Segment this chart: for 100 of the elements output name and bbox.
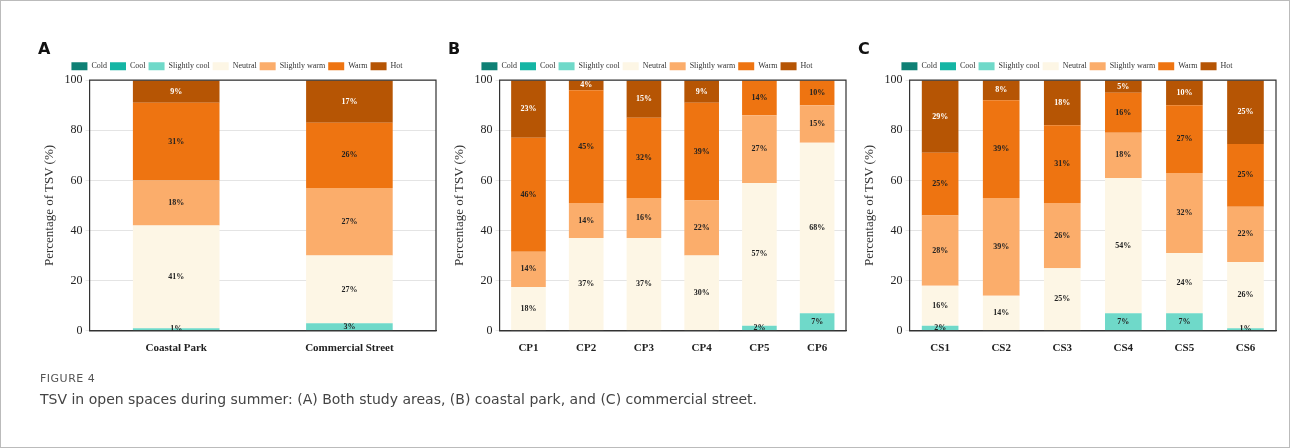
data-label: 68%: [809, 223, 826, 233]
data-label: 17%: [341, 96, 358, 106]
bar: [982, 295, 1020, 331]
data-label: 32%: [1176, 208, 1193, 218]
legend-label: Cool: [540, 61, 557, 71]
legend-label: Slightly warm: [689, 61, 736, 71]
y-axis-title: Percentage of TSV (%): [451, 144, 467, 267]
data-label: 10%: [1176, 87, 1193, 97]
bar: [568, 202, 604, 239]
data-label: 18%: [520, 303, 537, 313]
bar: [1043, 202, 1081, 269]
bar: [1227, 80, 1264, 145]
data-label: 29%: [932, 111, 949, 121]
bar: [684, 80, 719, 103]
data-label: 46%: [520, 189, 537, 199]
legend-label: Neutral: [232, 61, 258, 71]
bar: [1105, 177, 1142, 314]
x-tick-label: CS2: [991, 341, 1012, 354]
y-axis-title: Percentage of TSV (%): [861, 144, 877, 267]
data-label: 14%: [520, 264, 537, 274]
x-tick-label: CS4: [1113, 341, 1134, 354]
data-label: 37%: [578, 279, 595, 289]
data-label: 15%: [809, 119, 826, 129]
bar: [921, 285, 959, 326]
y-tick-label: 40: [70, 222, 83, 237]
y-tick-label: 80: [480, 122, 493, 137]
legend-label: Warm: [348, 61, 369, 71]
bar: [1166, 105, 1203, 173]
y-tick-label: 20: [70, 272, 83, 287]
x-tick-label: Coastal Park: [145, 341, 208, 354]
data-label: 8%: [995, 85, 1008, 95]
y-tick-label: 20: [890, 272, 903, 287]
legend-label: Warm: [1178, 61, 1199, 71]
bar: [132, 225, 220, 329]
y-tick-label: 100: [474, 72, 493, 87]
bar: [511, 251, 546, 287]
data-label: 31%: [1054, 159, 1071, 169]
data-label: 10%: [809, 87, 826, 97]
data-label: 57%: [751, 249, 768, 259]
data-label: 7%: [1117, 316, 1130, 326]
bar: [1166, 253, 1203, 314]
x-tick-label: Commercial Street: [305, 341, 394, 354]
y-tick-label: 0: [486, 322, 493, 337]
data-label: 54%: [1115, 240, 1132, 250]
bar: [982, 100, 1020, 198]
bar: [742, 182, 777, 326]
legend-label: Slightly cool: [168, 61, 211, 71]
data-label: 27%: [1176, 134, 1193, 144]
data-label: 37%: [635, 279, 652, 289]
data-label: 41%: [168, 271, 185, 281]
bar: [306, 255, 393, 324]
legend-label: Neutral: [642, 61, 668, 71]
data-label: 14%: [751, 92, 768, 102]
data-label: 39%: [993, 144, 1010, 154]
bar: [1166, 313, 1203, 331]
text: TSV in open spaces during summer: (A) Both study areas, (B) coastal park, and (C) commercial street.: [40, 391, 758, 407]
y-tick-label: 60: [890, 172, 903, 187]
data-label: 14%: [578, 215, 595, 225]
data-label: 32%: [635, 152, 652, 162]
legend-label: Hot: [390, 61, 404, 71]
x-tick-label: CP3: [633, 341, 655, 354]
bar: [626, 117, 662, 198]
bar: [1227, 144, 1264, 207]
y-tick-label: 0: [76, 322, 83, 337]
y-tick-label: 40: [890, 222, 903, 237]
data-label: 25%: [1237, 107, 1254, 117]
data-label: 39%: [693, 146, 710, 156]
legend-label: Hot: [1220, 61, 1234, 71]
bar: [1227, 261, 1264, 329]
data-label: 27%: [751, 144, 768, 154]
y-axis-title: Percentage of TSV (%): [41, 144, 57, 267]
y-tick-label: 60: [480, 172, 493, 187]
chart-title: A: [38, 38, 51, 58]
data-label: 24%: [1176, 278, 1193, 288]
data-label: 2%: [934, 323, 947, 333]
y-tick-label: 80: [890, 122, 903, 137]
data-label: 9%: [695, 86, 708, 96]
data-label: 26%: [341, 150, 358, 160]
bar: [684, 102, 719, 201]
legend-label: Neutral: [1062, 61, 1088, 71]
data-label: 4%: [580, 80, 593, 90]
bar: [921, 152, 959, 216]
bar: [511, 286, 546, 331]
legend-label: Slightly warm: [1109, 61, 1156, 71]
bar: [742, 80, 777, 116]
data-label: 16%: [635, 213, 652, 223]
caption: FIGURE 4: [40, 372, 97, 385]
data-label: 15%: [635, 94, 652, 104]
legend-label: Hot: [800, 61, 814, 71]
bar: [921, 215, 959, 286]
data-label: 25%: [1054, 294, 1071, 304]
bar: [626, 80, 662, 118]
x-tick-label: CP5: [749, 341, 770, 354]
bar: [568, 238, 604, 331]
data-label: 5%: [1117, 81, 1130, 91]
bar: [626, 197, 662, 239]
y-tick-label: 100: [64, 72, 83, 87]
bar: [1043, 80, 1081, 126]
data-label: 1%: [1239, 324, 1252, 334]
legend-label: Cold: [501, 61, 517, 71]
